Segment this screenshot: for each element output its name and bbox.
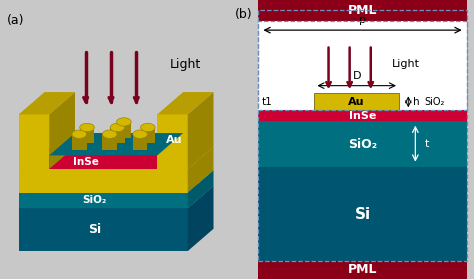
Polygon shape [80,128,94,143]
Text: PML: PML [348,263,377,276]
Bar [258,0,467,21]
Polygon shape [49,133,183,155]
Bar [258,261,467,279]
Text: Light: Light [170,58,201,71]
Polygon shape [188,147,213,193]
Bar [258,21,467,110]
Text: p: p [359,15,366,25]
Polygon shape [19,170,213,193]
Polygon shape [102,134,117,150]
Text: D: D [353,71,361,81]
Ellipse shape [80,123,94,132]
Bar [314,93,399,110]
Text: t1: t1 [262,97,273,107]
Polygon shape [141,128,155,143]
Polygon shape [19,92,75,114]
Text: SiO₂: SiO₂ [348,138,377,151]
Text: (a): (a) [7,14,25,27]
Polygon shape [19,193,188,208]
Text: SiO₂: SiO₂ [425,97,445,107]
Bar [258,121,467,167]
Polygon shape [19,208,188,251]
Text: Au: Au [166,135,182,145]
Text: Au: Au [348,97,365,107]
Polygon shape [188,92,213,169]
Ellipse shape [117,118,131,126]
Text: InSe: InSe [349,111,376,121]
Text: Si: Si [88,223,101,236]
Polygon shape [19,169,188,193]
Polygon shape [19,186,213,208]
Polygon shape [49,155,157,169]
Polygon shape [117,122,131,138]
Ellipse shape [110,123,125,132]
Polygon shape [157,92,213,114]
Polygon shape [110,128,125,143]
Bar [258,10,467,261]
Polygon shape [19,114,49,169]
Ellipse shape [133,130,147,138]
Ellipse shape [102,130,117,138]
Text: t: t [425,140,429,149]
Bar [258,21,467,110]
Polygon shape [157,133,183,169]
Text: Si: Si [355,207,371,222]
Text: Light: Light [392,59,420,69]
Bar [258,110,467,121]
Polygon shape [49,92,75,169]
Text: (b): (b) [235,8,252,21]
Polygon shape [19,147,213,169]
Text: PML: PML [348,4,377,17]
Polygon shape [157,114,188,169]
Text: InSe: InSe [73,157,99,167]
Polygon shape [188,186,213,251]
Text: h: h [413,97,419,107]
Ellipse shape [72,130,87,138]
Ellipse shape [141,123,155,132]
Polygon shape [133,134,147,150]
Polygon shape [188,170,213,208]
Text: SiO₂: SiO₂ [82,195,107,205]
Polygon shape [49,133,183,155]
Polygon shape [72,134,87,150]
Bar [258,167,467,261]
